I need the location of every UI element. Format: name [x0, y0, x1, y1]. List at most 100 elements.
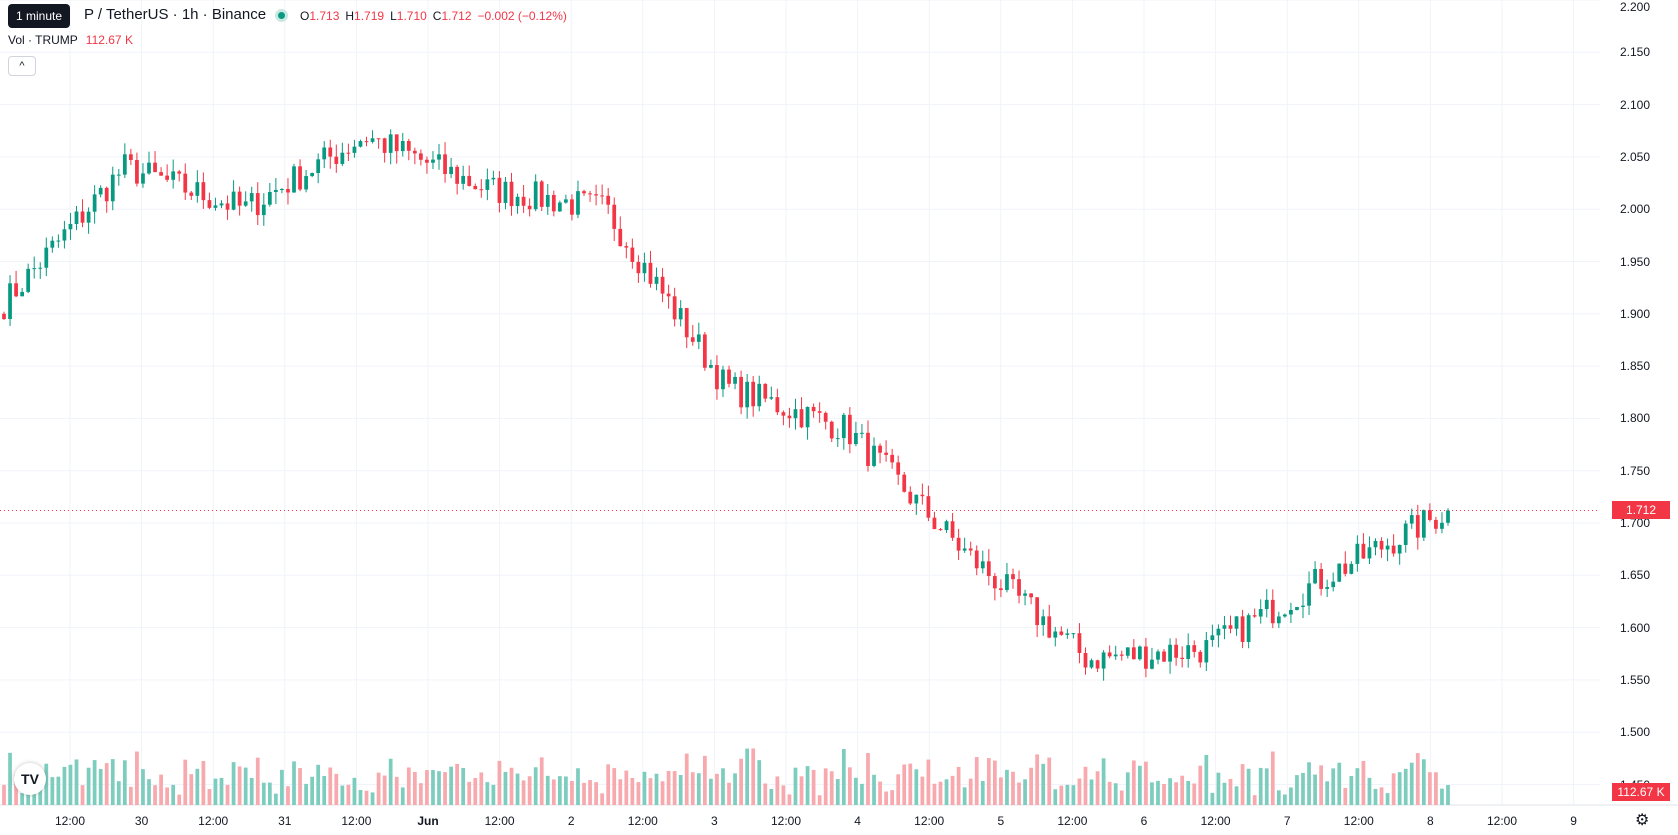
candle-body — [1005, 574, 1009, 591]
time-tick-label: 9 — [1570, 814, 1577, 828]
volume-bar — [1168, 778, 1172, 805]
candle-body — [479, 189, 484, 191]
volume-bar — [1192, 783, 1197, 805]
volume-bar — [1391, 773, 1396, 805]
candle-body — [1264, 599, 1269, 610]
candle-body — [298, 166, 302, 190]
candle-body — [793, 409, 798, 419]
candle-body — [841, 414, 846, 439]
candle-body — [992, 576, 997, 589]
volume-bar — [1264, 768, 1269, 805]
volume-bar — [1107, 781, 1112, 805]
volume-legend[interactable]: Vol · TRUMP 112.67 K — [8, 33, 133, 47]
candle-body — [310, 173, 315, 177]
time-tick-label: 12:00 — [627, 814, 658, 828]
candle-body — [189, 192, 194, 196]
time-tick-label: 12:00 — [484, 814, 515, 828]
volume-bar — [962, 787, 967, 805]
volume-bar — [352, 777, 357, 805]
volume-bar — [485, 782, 490, 805]
volume-bar — [171, 784, 176, 805]
volume-bar — [1083, 766, 1088, 805]
volume-bar — [165, 787, 170, 805]
volume-bar — [358, 790, 363, 805]
chevron-up-icon: ^ — [19, 60, 25, 72]
volume-bar — [68, 764, 73, 805]
volume-bar — [684, 753, 689, 805]
candle-body — [26, 268, 31, 292]
price-change: −0.002 (−0.12%) — [477, 9, 567, 23]
settings-gear-icon[interactable]: ⚙ — [1635, 812, 1650, 829]
volume-bar — [1379, 787, 1384, 805]
volume-bar — [189, 774, 194, 805]
volume-bar — [515, 773, 520, 805]
volume-bar — [588, 780, 592, 805]
volume-bar — [443, 772, 447, 805]
volume-bar — [286, 786, 290, 805]
market-status-icon[interactable] — [275, 9, 288, 22]
volume-bar — [110, 759, 115, 805]
candle-body — [787, 415, 792, 419]
candle-body — [1349, 563, 1354, 574]
candle-body — [721, 369, 725, 390]
volume-bar — [1029, 767, 1033, 805]
volume-bar — [135, 751, 139, 805]
volume-bar — [1240, 764, 1245, 805]
candle-body — [153, 162, 157, 173]
candle-body — [938, 529, 943, 531]
price-tick-label: 1.550 — [1620, 672, 1651, 687]
volume-bar — [666, 770, 671, 805]
candle-body — [503, 181, 508, 203]
candle-body — [1192, 645, 1197, 652]
volume-bar — [183, 759, 188, 805]
candle-body — [280, 188, 284, 190]
candle-body — [1313, 568, 1317, 584]
price-tick-label: 2.100 — [1620, 97, 1651, 112]
volume-bar — [841, 749, 846, 805]
volume-bar — [1415, 753, 1420, 805]
volume-bar — [660, 781, 665, 805]
volume-bar — [80, 785, 85, 805]
price-tick-label: 1.850 — [1620, 359, 1651, 374]
candle-body — [866, 432, 870, 466]
volume-bar — [419, 783, 423, 805]
time-tick-label: 12:00 — [1486, 814, 1518, 828]
volume-bar — [545, 775, 550, 805]
candle-body — [1047, 616, 1052, 638]
volume-bar — [739, 758, 743, 805]
volume-bar — [829, 771, 834, 805]
candle-body — [606, 195, 611, 205]
candle-body — [352, 146, 357, 153]
candle-body — [890, 454, 895, 463]
tradingview-logo[interactable]: TV — [14, 763, 46, 795]
candle-body — [370, 138, 375, 142]
candle-body — [860, 432, 864, 434]
volume-bar — [1397, 772, 1402, 805]
volume-bar — [243, 767, 248, 805]
volume-bar — [50, 777, 55, 805]
candle-body — [757, 383, 762, 407]
candle-body — [2, 313, 6, 320]
volume-bar — [1403, 768, 1408, 805]
candle-body — [1077, 633, 1082, 653]
collapse-legend-button[interactable]: ^ — [8, 56, 36, 76]
volume-bar — [866, 753, 870, 805]
volume-bar — [1059, 785, 1064, 805]
candle-body — [1319, 568, 1323, 589]
symbol-title[interactable]: P / TetherUS · 1h · Binance — [84, 6, 267, 23]
volume-bar — [690, 772, 695, 805]
candle-body — [274, 189, 278, 192]
candle-body — [1391, 545, 1396, 554]
candle-body — [104, 187, 109, 202]
candle-body — [1434, 519, 1438, 529]
time-tick-label: 2 — [567, 814, 575, 828]
volume-bar — [1095, 771, 1100, 805]
volume-bar — [249, 777, 254, 805]
candle-body — [425, 159, 429, 163]
candle-body — [443, 154, 447, 175]
candle-body — [1246, 615, 1251, 642]
candle-body — [1150, 659, 1154, 669]
volume-bar — [721, 768, 725, 805]
volume-bar — [44, 763, 49, 805]
